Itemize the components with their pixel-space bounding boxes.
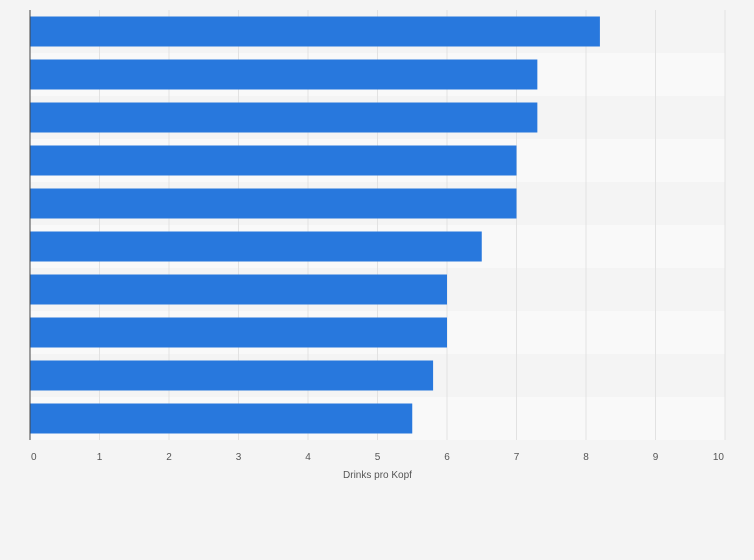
- bar[interactable]: [30, 16, 600, 47]
- bar[interactable]: [30, 145, 517, 176]
- x-tick-label: 4: [305, 452, 311, 463]
- bar[interactable]: [30, 360, 434, 391]
- bar[interactable]: [30, 59, 538, 90]
- x-tick-label: 7: [514, 452, 520, 463]
- x-tick-label: 1: [97, 452, 103, 463]
- x-tick-label: 2: [166, 452, 172, 463]
- x-axis-title: Drinks pro Kopf: [343, 470, 412, 481]
- x-tick-label: 5: [375, 452, 381, 463]
- x-tick-label: 6: [444, 452, 450, 463]
- bar[interactable]: [30, 231, 482, 262]
- bar[interactable]: [30, 317, 447, 348]
- bar[interactable]: [30, 274, 447, 305]
- x-tick-label: 8: [583, 452, 589, 463]
- x-axis-ticks: 0 1 2 3 4 5 6 7 8 9 10: [31, 452, 724, 463]
- x-tick-label: 0: [31, 452, 37, 463]
- x-tick-label: 9: [653, 452, 659, 463]
- bars: [30, 16, 600, 434]
- x-tick-label: 3: [236, 452, 242, 463]
- bar[interactable]: [30, 102, 538, 133]
- x-tick-label: 10: [713, 452, 725, 463]
- bar[interactable]: [30, 188, 517, 219]
- bar[interactable]: [30, 403, 413, 434]
